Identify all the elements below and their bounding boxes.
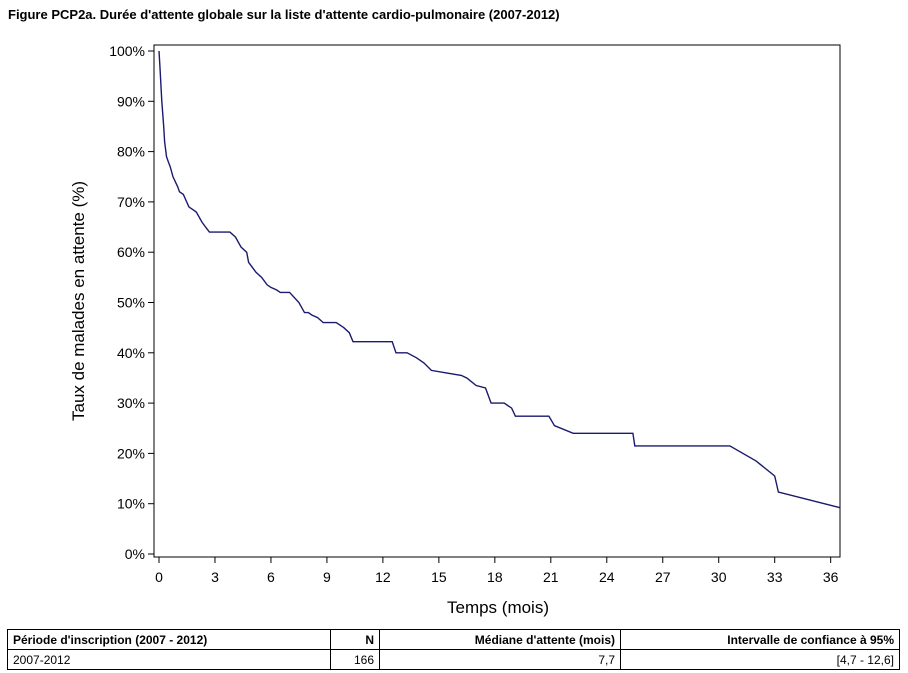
x-tick-label: 0	[155, 569, 163, 585]
x-tick-label: 18	[487, 569, 503, 585]
table-row: 2007-2012 166 7,7 [4,7 - 12,6]	[7, 649, 900, 670]
x-tick-label: 27	[655, 569, 671, 585]
x-tick-label: 24	[599, 569, 615, 585]
x-tick-label: 33	[767, 569, 783, 585]
x-tick-label: 6	[267, 569, 275, 585]
cell-n: 166	[330, 649, 380, 670]
y-tick-label: 40%	[117, 345, 145, 361]
cell-ci: [4,7 - 12,6]	[620, 649, 900, 670]
y-tick-label: 100%	[109, 43, 145, 59]
x-tick-label: 3	[211, 569, 219, 585]
y-tick-label: 20%	[117, 445, 145, 461]
x-tick-label: 30	[711, 569, 727, 585]
header-n: N	[330, 629, 380, 650]
y-tick-label: 10%	[117, 496, 145, 512]
y-tick-label: 90%	[117, 93, 145, 109]
survival-chart: 0%10%20%30%40%50%60%70%80%90%100% 0 3 6 9 12…	[69, 43, 841, 617]
y-tick-label: 60%	[117, 244, 145, 260]
x-tick-label: 21	[543, 569, 559, 585]
y-tick-label: 0%	[125, 546, 145, 562]
cell-period: 2007-2012	[7, 649, 331, 670]
x-tick-label: 12	[375, 569, 391, 585]
header-ci: Intervalle de confiance à 95%	[620, 629, 900, 650]
x-tick-label: 9	[323, 569, 331, 585]
x-tick-label: 15	[431, 569, 447, 585]
y-tick-label: 50%	[117, 295, 145, 311]
y-tick-label: 80%	[117, 144, 145, 160]
header-median: Médiane d'attente (mois)	[379, 629, 621, 650]
plot-frame	[153, 44, 841, 558]
y-tick-label: 30%	[117, 395, 145, 411]
header-period: Période d'inscription (2007 - 2012)	[7, 629, 331, 650]
figure-title: Figure PCP2a. Durée d'attente globale su…	[8, 7, 560, 22]
x-axis: 0 3 6 9 12 15 18 21 24 27 30 33 36	[155, 557, 839, 585]
summary-table: Période d'inscription (2007 - 2012) N Mé…	[7, 629, 900, 670]
y-tick-label: 70%	[117, 194, 145, 210]
table-header-row: Période d'inscription (2007 - 2012) N Mé…	[7, 629, 900, 650]
y-axis: 0% 10% 20% 30% 40% 50% 60% 70% 80% 90% 100%	[109, 43, 154, 562]
cell-median: 7,7	[379, 649, 621, 670]
y-axis-label: Taux de malades en attente (%)	[69, 181, 88, 421]
x-axis-label: Temps (mois)	[447, 598, 549, 617]
series-line	[158, 50, 841, 509]
x-tick-label: 36	[823, 569, 839, 585]
